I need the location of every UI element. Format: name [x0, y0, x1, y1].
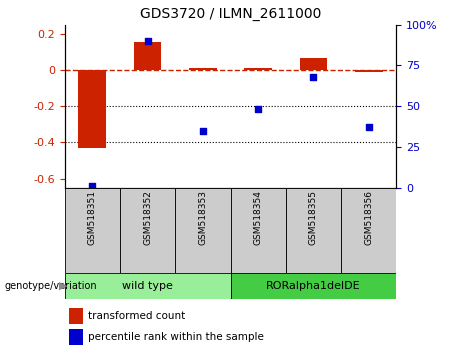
Point: [365, 125, 372, 130]
Bar: [244, 68, 272, 70]
Bar: [65, 188, 120, 273]
Text: GSM518356: GSM518356: [364, 190, 373, 245]
Text: GSM518354: GSM518354: [254, 190, 263, 245]
Bar: [134, 42, 161, 70]
Text: GSM518353: GSM518353: [198, 190, 207, 245]
Bar: [120, 188, 175, 273]
Bar: [341, 188, 396, 273]
Text: wild type: wild type: [122, 281, 173, 291]
Bar: [65, 273, 230, 299]
Text: percentile rank within the sample: percentile rank within the sample: [88, 332, 264, 342]
Point: [199, 128, 207, 133]
Text: transformed count: transformed count: [88, 311, 185, 321]
Text: GSM518352: GSM518352: [143, 190, 152, 245]
Bar: [78, 70, 106, 148]
Point: [254, 107, 262, 112]
Bar: [189, 68, 217, 70]
Point: [89, 183, 96, 189]
Point: [144, 38, 151, 44]
Bar: [300, 58, 327, 70]
Text: ▶: ▶: [59, 281, 67, 291]
Bar: [230, 188, 286, 273]
Bar: [286, 188, 341, 273]
Title: GDS3720 / ILMN_2611000: GDS3720 / ILMN_2611000: [140, 7, 321, 21]
Text: genotype/variation: genotype/variation: [5, 281, 97, 291]
Text: RORalpha1delDE: RORalpha1delDE: [266, 281, 361, 291]
Text: GSM518351: GSM518351: [88, 190, 97, 245]
Point: [310, 74, 317, 80]
Text: GSM518355: GSM518355: [309, 190, 318, 245]
Bar: [230, 273, 396, 299]
Bar: [175, 188, 230, 273]
Bar: [355, 70, 383, 72]
